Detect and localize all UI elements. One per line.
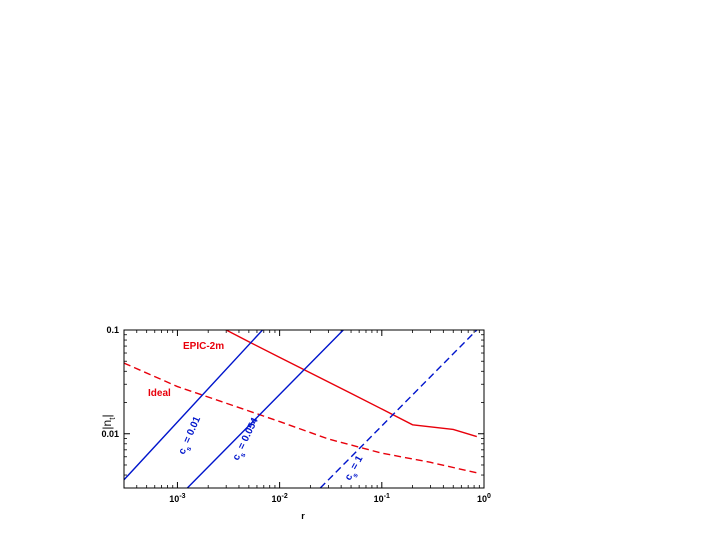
label-ideal: Ideal (148, 388, 171, 399)
x-tick-label: 10-1 (374, 493, 390, 504)
svg-text:|nt|: |nt| (100, 414, 117, 429)
series-line-c-s-0-01 (124, 330, 264, 481)
plot-frame (123, 329, 485, 489)
series-line-c-s-1 (319, 330, 478, 488)
y-tick-label: 0.01 (101, 429, 119, 439)
x-axis-label: r (301, 511, 305, 521)
x-tick-label: 10-3 (169, 493, 185, 504)
y-axis-label: |nt| (100, 414, 117, 429)
label-cs-0-01: cs = 0.01 (177, 415, 206, 458)
y-axis-label-sub: t (108, 417, 117, 420)
x-tick-label: 100 (477, 493, 491, 504)
y-tick-label: 0.1 (106, 325, 119, 335)
label-cs-1: cs = 1 (343, 454, 368, 484)
x-tick-label: 10-2 (271, 493, 287, 504)
series-layer (124, 330, 478, 488)
tick-labels: 10-3 10-2 10-1 100 0.01 0.1 (101, 325, 491, 504)
minor-ticks (123, 330, 484, 488)
series-line-ideal (124, 362, 477, 474)
y-axis-label-main: |n (100, 420, 114, 430)
label-epic-2m: EPIC-2m (183, 341, 224, 352)
series-line-c-s-0-054 (186, 330, 344, 488)
major-ticks (124, 329, 485, 488)
y-axis-label-close: | (100, 414, 114, 417)
series-line-epic-2m (225, 330, 477, 438)
